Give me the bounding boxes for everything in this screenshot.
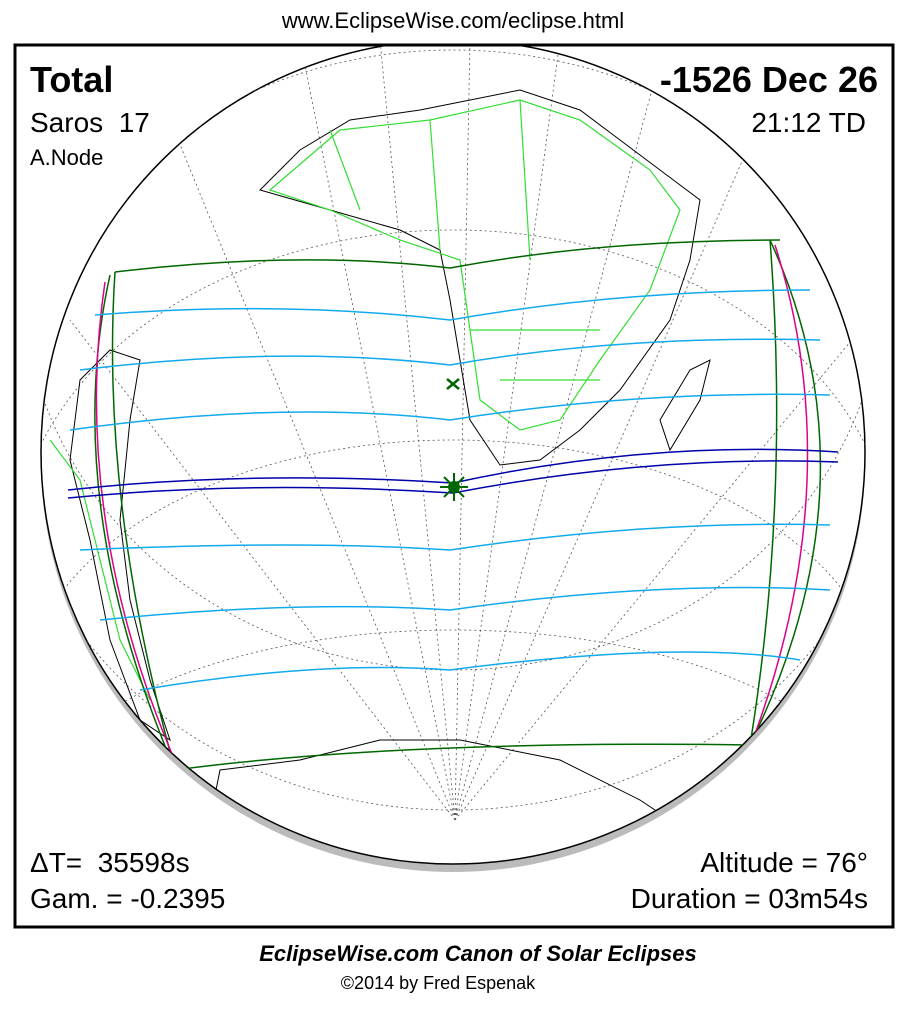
map-layers: [41, 46, 865, 864]
saros: Saros 17: [30, 107, 150, 138]
eclipse-path: [67, 239, 839, 771]
altitude: Altitude = 76°: [700, 847, 868, 878]
greatest-eclipse-mark: [446, 378, 460, 390]
sun-star: [440, 473, 468, 501]
footer-title: EclipseWise.com Canon of Solar Eclipses: [259, 941, 697, 966]
eclipse-type: Total: [30, 59, 113, 100]
time: 21:12 TD: [751, 107, 866, 138]
url: www.EclipseWise.com/eclipse.html: [281, 8, 624, 33]
date: -1526 Dec 26: [660, 59, 878, 100]
borders: [49, 99, 681, 701]
globe: [40, 46, 866, 865]
copyright: ©2014 by Fred Espenak: [341, 973, 536, 993]
globe-view: [40, 46, 866, 872]
node: A.Node: [30, 145, 103, 170]
gamma: Gam. = -0.2395: [30, 883, 225, 914]
delta-t: ΔT= 35598s: [30, 847, 190, 878]
frame: [13, 43, 895, 929]
duration: Duration = 03m54s: [631, 883, 868, 914]
